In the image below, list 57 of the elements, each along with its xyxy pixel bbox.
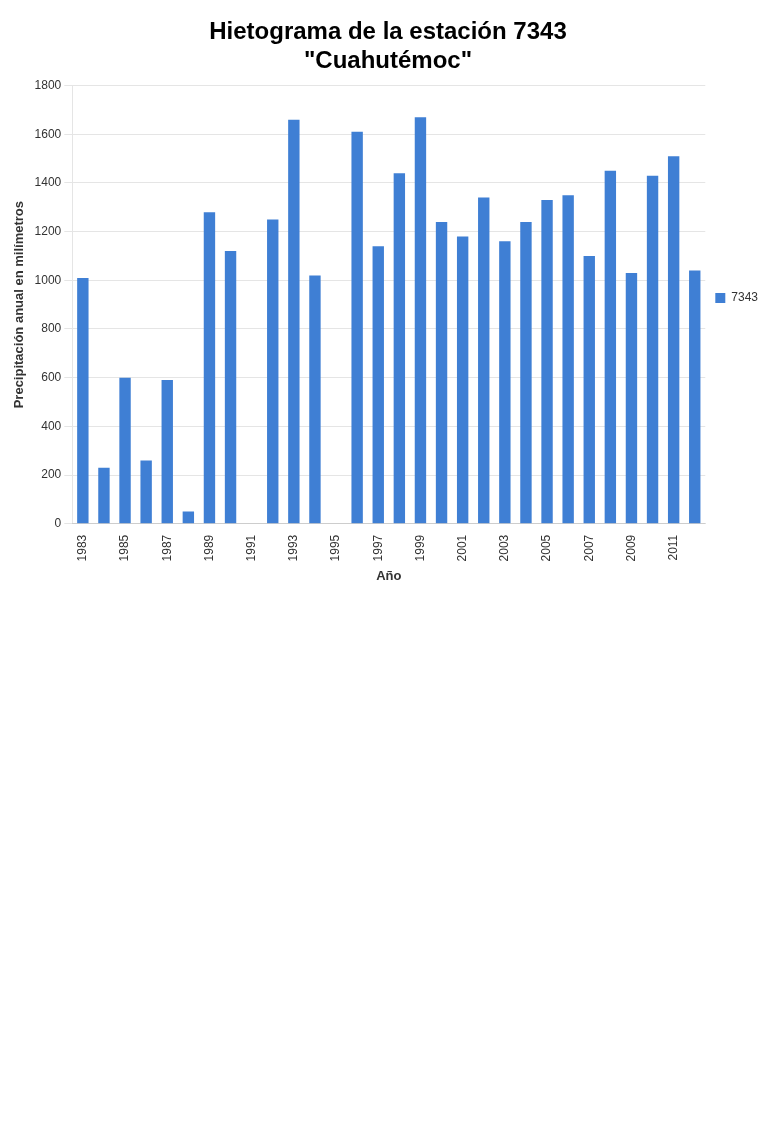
x-tick-label: 1993 xyxy=(286,534,301,562)
x-tick-label: 2011 xyxy=(665,534,680,561)
bar xyxy=(140,460,152,524)
legend-label: 7343 xyxy=(731,290,759,305)
y-axis-title: Precipitación anual en milímetros xyxy=(11,200,27,409)
bar xyxy=(393,173,406,524)
bar xyxy=(309,275,321,524)
y-tick-label: 1600 xyxy=(34,126,62,141)
bar xyxy=(625,273,638,524)
y-tick-label: 1200 xyxy=(34,223,62,238)
y-tick-label: 600 xyxy=(41,369,62,384)
bar xyxy=(372,246,384,524)
y-tick-label: 1400 xyxy=(34,175,62,190)
bar xyxy=(646,175,659,524)
bar xyxy=(541,199,553,524)
x-tick-label: 2003 xyxy=(497,534,512,562)
x-tick-label: 1983 xyxy=(75,534,90,562)
bar xyxy=(414,117,427,524)
bar xyxy=(583,255,595,524)
x-tick-label: 1985 xyxy=(117,534,132,562)
bar xyxy=(267,219,279,524)
x-tick-label: 1997 xyxy=(370,534,385,562)
bar xyxy=(520,221,532,524)
chart-title: Hietograma de la estación 7343 "Cuahutémoc" xyxy=(209,17,567,73)
bar xyxy=(288,119,300,524)
bar xyxy=(562,195,574,524)
x-tick-label: 2001 xyxy=(454,534,469,562)
y-tick-label: 1800 xyxy=(34,77,62,92)
bar xyxy=(98,467,110,524)
x-tick-label: 1995 xyxy=(328,534,343,562)
y-tick-label: 400 xyxy=(41,418,62,433)
x-tick-label: 2007 xyxy=(581,534,596,562)
bar xyxy=(689,270,701,524)
x-tick-label: 2005 xyxy=(539,534,554,562)
bar xyxy=(499,241,511,524)
x-axis-title: Año xyxy=(376,567,402,583)
y-tick-label: 200 xyxy=(41,467,62,482)
bar xyxy=(224,251,237,524)
bar xyxy=(478,197,490,524)
bar xyxy=(77,277,89,524)
x-tick-label: 1999 xyxy=(412,534,427,562)
y-tick-label: 800 xyxy=(41,321,62,336)
bar xyxy=(161,380,173,524)
bar xyxy=(119,377,131,524)
bar xyxy=(203,212,216,524)
bar xyxy=(604,170,617,524)
y-tick-label: 1000 xyxy=(34,272,62,287)
x-tick-label: 1989 xyxy=(201,534,216,562)
x-tick-label: 1991 xyxy=(243,534,258,562)
bar xyxy=(667,156,680,524)
bar xyxy=(456,236,469,524)
x-tick-label: 1987 xyxy=(159,534,174,562)
bar xyxy=(435,221,448,524)
y-tick-label: 0 xyxy=(54,516,62,531)
bar xyxy=(351,131,363,524)
x-tick-label: 2009 xyxy=(623,534,638,562)
bar xyxy=(182,511,195,524)
